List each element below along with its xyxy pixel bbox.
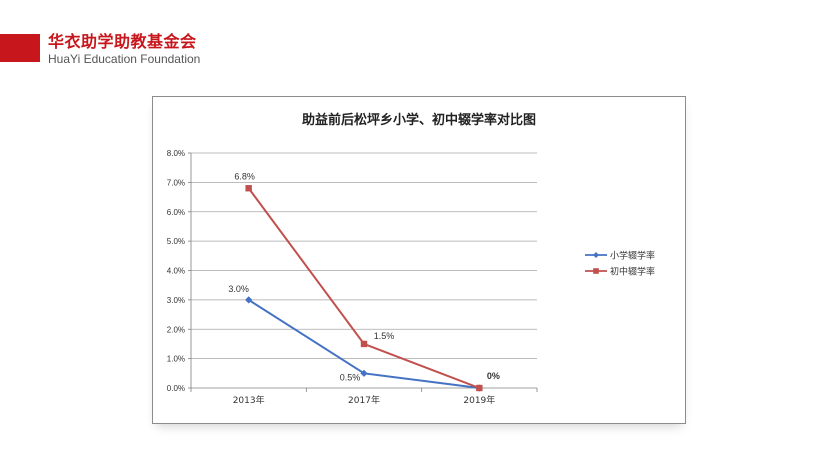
data-label: 6.8% (234, 171, 255, 181)
legend-label: 小学辍学率 (610, 250, 655, 262)
y-tick-label: 0.0% (167, 384, 185, 393)
data-label: 1.5% (374, 331, 395, 341)
y-tick-label: 8.0% (167, 149, 185, 158)
y-tick-label: 6.0% (167, 208, 185, 217)
brand-accent-bar (0, 34, 40, 62)
y-tick-label: 4.0% (167, 267, 185, 276)
y-tick-label: 5.0% (167, 237, 185, 246)
series-lines (245, 185, 483, 392)
data-labels: 3.0% 0.5% 6.8% 1.5% 0% (228, 171, 499, 382)
brand-name-cn: 华衣助学助教基金会 (48, 32, 197, 51)
x-tick-label: 2013年 (233, 394, 265, 406)
data-label: 0% (487, 371, 500, 381)
data-point-square (360, 340, 368, 348)
brand-name-en: HuaYi Education Foundation (48, 52, 201, 66)
chart-container: 助益前后松坪乡小学、初中辍学率对比图 0.0% 1.0% 2.0% 3.0% 4.0% 5… (152, 96, 686, 424)
data-point-diamond (360, 369, 368, 377)
series-line-2 (247, 187, 480, 389)
chart-title: 助益前后松坪乡小学、初中辍学率对比图 (302, 112, 536, 128)
y-tick-label: 1.0% (167, 355, 185, 364)
axes: 0.0% 1.0% 2.0% 3.0% 4.0% 5.0% 6.0% 7.0% 8.0% 2013… (167, 149, 538, 406)
line-chart: 助益前后松坪乡小学、初中辍学率对比图 0.0% 1.0% 2.0% 3.0% 4.0% 5… (167, 112, 655, 406)
brand-header: 华衣助学助教基金会 HuaYi Education Foundation (48, 32, 201, 67)
y-tick-label: 2.0% (167, 325, 185, 334)
x-tick-label: 2019年 (463, 394, 495, 406)
grid-lines (191, 152, 537, 360)
data-point-square (245, 185, 252, 192)
data-point-square (476, 384, 483, 392)
y-tick-label: 3.0% (167, 296, 185, 305)
x-tick-label: 2017年 (348, 394, 380, 406)
legend-label: 初中辍学率 (610, 266, 655, 278)
y-tick-label: 7.0% (167, 178, 185, 187)
data-label: 0.5% (340, 372, 361, 382)
legend-marker-square (593, 268, 599, 274)
legend-marker-diamond (593, 252, 599, 258)
data-label: 3.0% (228, 284, 249, 294)
data-point-diamond (245, 296, 253, 304)
